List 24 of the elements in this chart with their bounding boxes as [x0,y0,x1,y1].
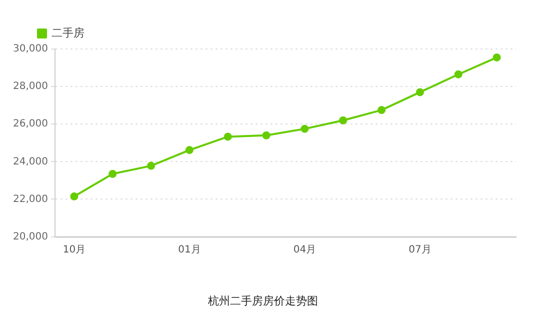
point [300,124,309,133]
x-tick-label: 04月 [293,244,316,256]
y-tick-label: 20,000 [12,231,48,242]
point [147,162,156,170]
legend-label: 二手房 [52,26,84,40]
y-tick-label: 30,000 [12,44,48,55]
point [339,116,348,124]
point [108,170,117,178]
point [416,88,424,96]
y-tick-label: 28,000 [12,81,48,92]
point [454,70,462,78]
x-tick-label: 07月 [408,244,432,256]
point [185,146,194,154]
x-tick-label: 01月 [178,244,201,256]
point [70,192,78,200]
y-tick-label: 24,000 [12,156,48,168]
x-tick-label: 10月 [62,244,86,256]
point [262,131,270,140]
point [224,132,232,141]
text: 杭州二手房房价走势图 [207,294,318,308]
point [492,53,501,62]
point [378,106,386,114]
y-tick-label: 26,000 [12,118,48,130]
y-tick-label: 22,000 [12,194,48,205]
